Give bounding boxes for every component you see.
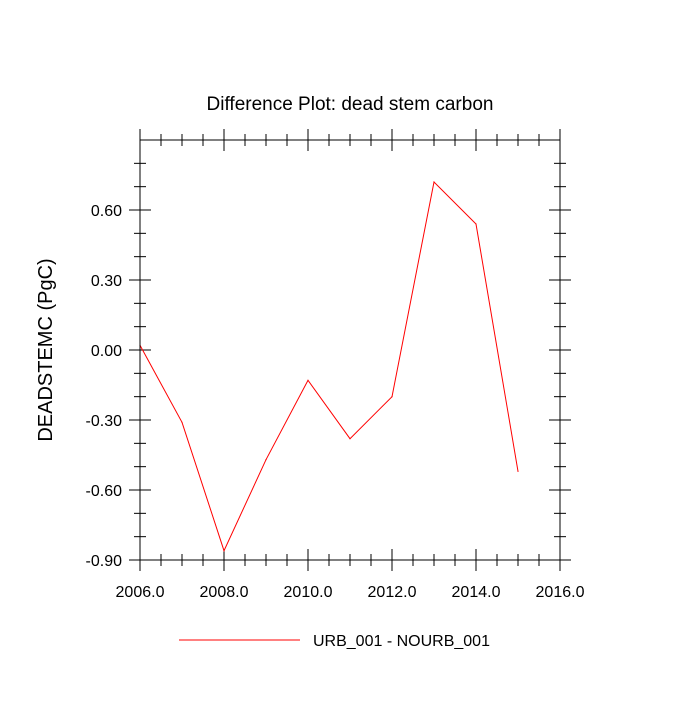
y-tick-label: 0.60: [91, 203, 122, 220]
x-tick-label: 2008.0: [200, 584, 249, 601]
data-point: [307, 379, 309, 381]
data-point: [181, 421, 183, 423]
data-point: [223, 550, 225, 552]
chart-title: Difference Plot: dead stem carbon: [207, 94, 494, 115]
axis-tick-labels: 2006.0 2008.0 2010.0 2012.0 2014.0 2016.0 -0.9…: [86, 203, 585, 601]
data-point: [265, 459, 267, 461]
data-point: [517, 470, 519, 472]
data-point: [391, 396, 393, 398]
legend-label: URB_001 - NOURB_001: [313, 633, 490, 650]
y-tick-label: -0.60: [86, 483, 123, 500]
x-tick-label: 2016.0: [536, 584, 585, 601]
data-point: [475, 223, 477, 225]
x-tick-label: 2014.0: [452, 584, 501, 601]
y-tick-label: 0.30: [91, 273, 122, 290]
y-tick-label: 0.00: [91, 343, 122, 360]
series-line: [139, 180, 519, 553]
y-axis-label: DEADSTEMC (PgC): [35, 258, 57, 441]
data-point: [349, 438, 351, 440]
legend: URB_001 - NOURB_001: [179, 633, 490, 650]
x-tick-label: 2006.0: [116, 584, 165, 601]
series-layer: [139, 180, 519, 553]
data-point: [433, 181, 435, 183]
x-tick-label: 2010.0: [284, 584, 333, 601]
plot-frame: [139, 139, 561, 561]
x-tick-label: 2012.0: [368, 584, 417, 601]
axis-ticks: [129, 129, 571, 571]
y-tick-label: -0.30: [86, 413, 123, 430]
y-tick-label: -0.90: [86, 553, 123, 570]
